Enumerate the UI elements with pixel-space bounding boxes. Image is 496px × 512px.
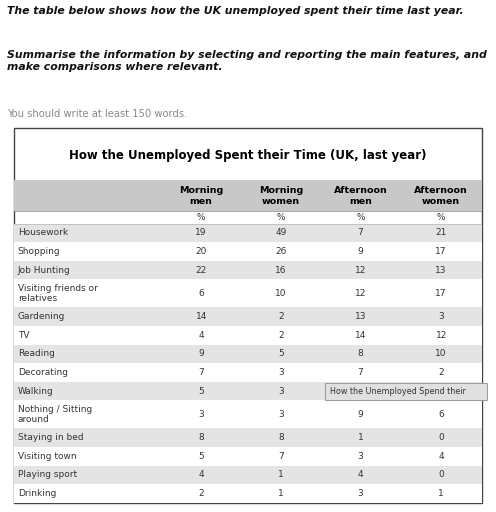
Bar [14, 242, 482, 261]
Text: Playing sport: Playing sport [18, 471, 77, 479]
Bar [14, 363, 482, 382]
Text: 5: 5 [198, 387, 204, 396]
Text: 12: 12 [355, 289, 366, 298]
Bar [14, 429, 482, 447]
Text: 4: 4 [438, 452, 444, 461]
Text: Shopping: Shopping [18, 247, 60, 256]
Bar [14, 180, 482, 211]
Text: 5: 5 [198, 452, 204, 461]
Text: 1: 1 [278, 489, 284, 498]
Text: 16: 16 [275, 266, 287, 274]
Text: 13: 13 [355, 312, 366, 321]
Text: 8: 8 [358, 349, 363, 358]
Text: 10: 10 [275, 289, 287, 298]
Text: 22: 22 [195, 266, 207, 274]
Text: 6: 6 [438, 410, 444, 419]
Text: 14: 14 [355, 331, 366, 340]
Text: How the Unemployed Spend their: How the Unemployed Spend their [330, 387, 466, 396]
Text: 3: 3 [358, 452, 363, 461]
Text: 21: 21 [435, 228, 447, 238]
Bar [14, 345, 482, 363]
Bar [14, 261, 482, 280]
Text: 3: 3 [358, 489, 363, 498]
Text: TV: TV [18, 331, 29, 340]
Bar [14, 484, 482, 503]
Text: 10: 10 [435, 349, 447, 358]
Text: Walking: Walking [18, 387, 54, 396]
Text: The table below shows how the UK unemployed spent their time last year.: The table below shows how the UK unemplo… [7, 6, 464, 16]
Text: 17: 17 [435, 247, 447, 256]
Bar [14, 224, 482, 242]
Text: 0: 0 [438, 471, 444, 479]
Text: 3: 3 [278, 368, 284, 377]
Text: 3: 3 [278, 387, 284, 396]
Text: 3: 3 [278, 410, 284, 419]
Text: Staying in bed: Staying in bed [18, 433, 83, 442]
Text: How the Unemployed Spent their Time (UK, last year): How the Unemployed Spent their Time (UK,… [69, 148, 427, 162]
Text: %: % [197, 213, 205, 222]
Bar [14, 465, 482, 484]
Text: Job Hunting: Job Hunting [18, 266, 70, 274]
Text: 2: 2 [278, 331, 284, 340]
Text: Morning
women: Morning women [258, 186, 303, 206]
Text: 8: 8 [198, 433, 204, 442]
Text: 19: 19 [195, 228, 207, 238]
Text: 2: 2 [438, 368, 444, 377]
Bar [14, 382, 482, 400]
Text: Visiting friends or
relatives: Visiting friends or relatives [18, 284, 98, 303]
Text: 12: 12 [355, 266, 366, 274]
Text: 6: 6 [198, 289, 204, 298]
FancyBboxPatch shape [325, 382, 487, 400]
Text: 3: 3 [438, 312, 444, 321]
Text: 49: 49 [275, 228, 287, 238]
Text: 0: 0 [438, 433, 444, 442]
Text: %: % [356, 213, 365, 222]
Bar [14, 447, 482, 465]
Text: 7: 7 [358, 228, 363, 238]
Text: 26: 26 [275, 247, 287, 256]
Text: Gardening: Gardening [18, 312, 65, 321]
Text: Housework: Housework [18, 228, 68, 238]
Text: 4: 4 [198, 331, 204, 340]
Text: 13: 13 [435, 266, 447, 274]
Text: 4: 4 [358, 471, 363, 479]
Text: 9: 9 [358, 247, 363, 256]
Text: %: % [276, 213, 285, 222]
Text: 12: 12 [435, 331, 447, 340]
Bar [14, 307, 482, 326]
Text: 1: 1 [278, 471, 284, 479]
Text: 5: 5 [278, 349, 284, 358]
Text: 4: 4 [198, 471, 204, 479]
Text: 9: 9 [358, 410, 363, 419]
Text: 1: 1 [358, 433, 363, 442]
Text: Visiting town: Visiting town [18, 452, 76, 461]
Text: Summarise the information by selecting and reporting the main features, and
make: Summarise the information by selecting a… [7, 50, 487, 72]
Text: Decorating: Decorating [18, 368, 67, 377]
Text: Afternoon
women: Afternoon women [414, 186, 468, 206]
Text: Drinking: Drinking [18, 489, 56, 498]
Text: Reading: Reading [18, 349, 55, 358]
Text: 9: 9 [198, 349, 204, 358]
Text: 7: 7 [358, 368, 363, 377]
Text: %: % [437, 213, 445, 222]
Text: 7: 7 [198, 368, 204, 377]
Bar [14, 280, 482, 307]
Text: Nothing / Sitting
around: Nothing / Sitting around [18, 404, 92, 424]
Text: 8: 8 [278, 433, 284, 442]
Text: 20: 20 [195, 247, 207, 256]
Text: 1: 1 [438, 489, 444, 498]
Text: 2: 2 [278, 312, 284, 321]
Text: Afternoon
men: Afternoon men [333, 186, 387, 206]
Text: 3: 3 [198, 410, 204, 419]
Text: 14: 14 [195, 312, 207, 321]
Bar [14, 400, 482, 429]
Text: You should write at least 150 words.: You should write at least 150 words. [7, 109, 188, 119]
Text: 2: 2 [198, 489, 204, 498]
Bar [14, 326, 482, 345]
Text: 8: 8 [358, 387, 363, 396]
Text: Morning
men: Morning men [179, 186, 223, 206]
Text: 17: 17 [435, 289, 447, 298]
Text: 7: 7 [278, 452, 284, 461]
